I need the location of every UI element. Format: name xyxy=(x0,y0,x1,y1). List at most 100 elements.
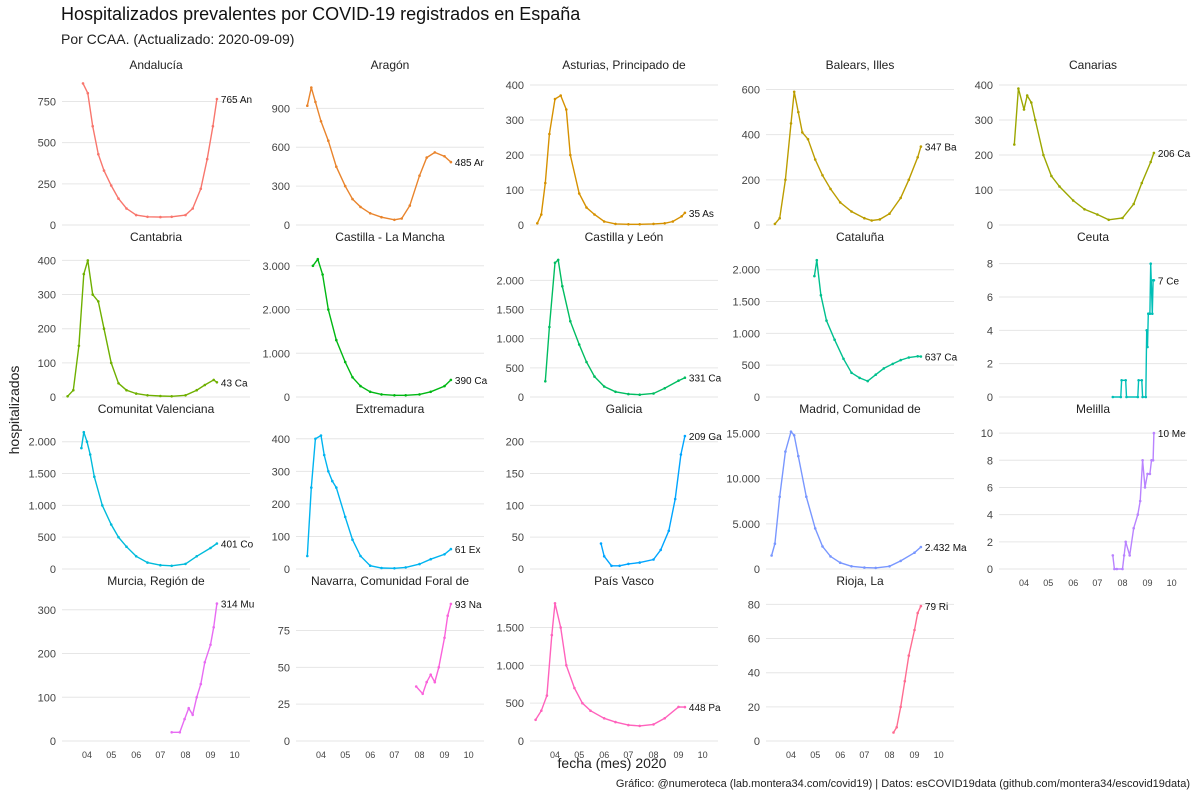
data-point xyxy=(343,184,347,188)
end-value-label: 7 Ce xyxy=(1158,276,1180,287)
data-point xyxy=(1152,279,1156,282)
y-tick-label: 2.000 xyxy=(28,437,56,449)
data-point xyxy=(1146,345,1149,349)
y-tick-label: 0 xyxy=(284,220,290,232)
panel-title: Aragón xyxy=(371,58,410,72)
x-tick-label: 09 xyxy=(1142,578,1152,588)
y-tick-label: 400 xyxy=(975,80,993,92)
data-point xyxy=(602,385,606,388)
x-tick-label: 04 xyxy=(1019,578,1029,588)
data-point xyxy=(916,355,919,358)
data-point xyxy=(429,673,433,676)
y-tick-label: 0 xyxy=(50,564,56,576)
data-point xyxy=(85,440,89,444)
data-point xyxy=(659,548,662,552)
data-point xyxy=(146,561,149,564)
data-point xyxy=(351,376,354,379)
y-tick-label: 200 xyxy=(506,150,524,162)
panel-title: Extremadura xyxy=(356,402,425,416)
data-point xyxy=(916,156,919,159)
data-point xyxy=(1121,567,1124,571)
data-point xyxy=(581,701,584,705)
data-point xyxy=(638,223,641,226)
end-value-label: 765 An xyxy=(221,95,252,106)
data-point xyxy=(359,205,362,209)
data-point xyxy=(1120,379,1123,382)
data-point xyxy=(1013,143,1016,146)
y-tick-label: 1.500 xyxy=(28,469,56,481)
y-tick-label: 100 xyxy=(38,358,56,370)
data-point xyxy=(888,212,891,215)
y-tick-label: 10 xyxy=(981,428,993,440)
data-point xyxy=(797,110,800,114)
data-point xyxy=(446,614,450,617)
y-tick-label: 100 xyxy=(506,500,524,512)
data-point xyxy=(545,694,549,697)
data-point xyxy=(170,731,173,734)
series-line xyxy=(774,91,922,225)
data-point xyxy=(1138,499,1142,503)
y-tick-label: 6 xyxy=(987,292,993,304)
data-point xyxy=(1144,395,1148,399)
x-tick-label: 09 xyxy=(205,750,215,760)
y-tick-label: 1.000 xyxy=(262,348,290,360)
y-tick-label: 50 xyxy=(512,532,524,544)
data-point xyxy=(677,379,680,383)
data-point xyxy=(627,223,630,226)
y-tick-label: 0 xyxy=(284,392,290,404)
data-point xyxy=(850,565,853,568)
data-point xyxy=(1149,160,1152,164)
x-tick-label: 04 xyxy=(786,750,796,760)
y-tick-label: 200 xyxy=(975,150,993,162)
data-point xyxy=(1030,101,1033,104)
data-point xyxy=(627,392,630,396)
data-point xyxy=(907,178,911,182)
data-point xyxy=(443,553,446,556)
panel-18: Rioja, La 0 20 40 60 80 04 05 06 07 08 09 10 79 Ri xyxy=(748,574,954,760)
series-line xyxy=(536,94,686,226)
panel-10: Comunitat Valenciana 0 500 1.000 1.500 2.000 4… xyxy=(28,402,253,576)
data-point xyxy=(903,679,907,683)
series-line xyxy=(892,605,922,733)
y-tick-label: 600 xyxy=(272,142,290,154)
data-point xyxy=(125,545,128,548)
data-point xyxy=(209,546,212,550)
x-axis-title: fecha (mes) 2020 xyxy=(558,755,667,771)
data-point xyxy=(850,210,853,213)
y-tick-label: 200 xyxy=(38,649,56,661)
data-point xyxy=(170,395,173,398)
data-point xyxy=(573,686,576,690)
x-tick-label: 10 xyxy=(230,750,240,760)
data-point xyxy=(203,383,207,387)
data-point xyxy=(813,274,816,278)
data-point xyxy=(449,602,453,606)
data-point xyxy=(380,393,383,396)
data-point xyxy=(671,220,675,223)
data-point xyxy=(1111,554,1115,557)
data-point xyxy=(212,378,215,382)
data-point xyxy=(159,394,162,398)
y-tick-label: 150 xyxy=(506,469,524,481)
x-tick-label: 05 xyxy=(574,750,584,760)
data-point xyxy=(418,393,421,396)
x-tick-label: 10 xyxy=(698,750,708,760)
data-point xyxy=(1141,459,1144,462)
data-point xyxy=(421,692,425,696)
data-point xyxy=(815,258,819,262)
data-point xyxy=(437,666,441,669)
data-point xyxy=(899,559,902,563)
data-point xyxy=(614,390,617,394)
data-point xyxy=(548,132,551,136)
data-point xyxy=(778,495,781,499)
data-point xyxy=(404,394,408,397)
data-point xyxy=(1122,554,1126,557)
x-tick-label: 08 xyxy=(884,750,894,760)
data-point xyxy=(1137,379,1140,382)
data-point xyxy=(82,430,86,434)
y-tick-label: 2 xyxy=(987,537,993,549)
series-line xyxy=(770,430,922,569)
data-point xyxy=(1115,567,1119,571)
series-line xyxy=(1112,433,1155,570)
x-tick-label: 06 xyxy=(599,750,609,760)
y-tick-label: 400 xyxy=(506,80,524,92)
